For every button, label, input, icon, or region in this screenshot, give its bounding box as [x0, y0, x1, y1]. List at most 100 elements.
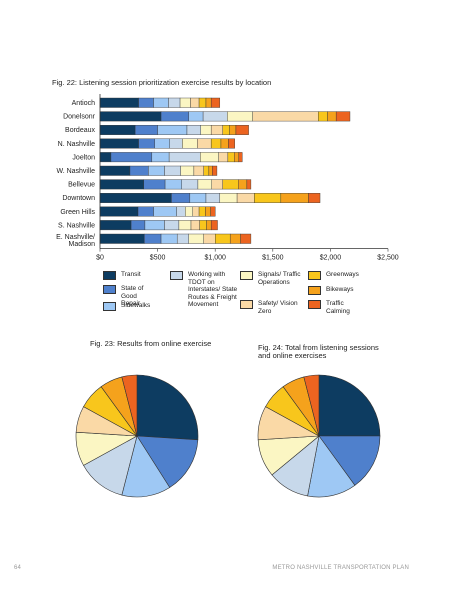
bar-segment	[188, 111, 204, 122]
pie-slice	[318, 374, 381, 437]
legend-label: Traffic Calming	[326, 300, 350, 315]
page-number: 64	[14, 565, 22, 571]
fig24-caption-line1: Fig. 24: Total from listening sessions	[258, 343, 379, 352]
category-label: Green Hills	[60, 209, 95, 216]
bar-segment	[318, 111, 328, 122]
bar-segment	[99, 97, 139, 108]
bar-segment	[236, 192, 255, 203]
bar-segment	[192, 206, 200, 217]
pie-slice	[136, 374, 199, 441]
bar-segment	[189, 192, 207, 203]
bar-segment	[254, 192, 282, 203]
bar-segment	[327, 111, 337, 122]
category-label: Donelsonr	[63, 114, 96, 121]
bar-segment	[227, 152, 235, 163]
bar-segment	[148, 165, 165, 176]
bar-segment	[168, 97, 181, 108]
x-tick-label: $2,500	[377, 255, 399, 262]
bar-segment	[182, 138, 198, 149]
bar-segment	[220, 138, 229, 149]
bar-segment	[176, 233, 189, 244]
bar-segment	[219, 192, 238, 203]
pie-slice	[303, 374, 320, 437]
bar-segment	[197, 138, 212, 149]
category-label: Joelton	[72, 154, 95, 161]
bar-segment	[99, 165, 131, 176]
bar-segment	[185, 206, 193, 217]
bar-segment	[335, 111, 351, 122]
category-label: W. Nashville	[56, 168, 95, 175]
bar-segment	[164, 179, 182, 190]
bar-segment	[280, 192, 309, 203]
legend-label: Working with TDOT on Interstates/ State …	[188, 271, 238, 308]
bar-segment	[200, 124, 212, 135]
bar-segment	[186, 124, 201, 135]
bar-segment	[138, 97, 154, 108]
bar-segment	[246, 179, 252, 190]
bar-segment	[137, 206, 154, 217]
legend-swatch	[240, 271, 253, 280]
legend-label: Safety/ Vision Zero	[258, 300, 298, 315]
bar-segment	[99, 138, 139, 149]
bar-segment	[153, 97, 169, 108]
bar-segment	[228, 138, 235, 149]
fig24-caption-line2: and online exercises	[258, 351, 327, 360]
bar-segment	[179, 97, 191, 108]
bar-segment	[164, 165, 181, 176]
x-tick-label: $2,000	[320, 255, 342, 262]
bar-segment	[151, 152, 170, 163]
legend-label: Transit	[121, 271, 141, 278]
x-tick-label: $500	[150, 255, 166, 262]
legend-label: Greenways	[326, 271, 359, 278]
bar-segment	[171, 192, 191, 203]
bar-segment	[210, 220, 218, 231]
bar-segment	[210, 124, 223, 135]
bar-segment	[200, 152, 219, 163]
legend-label: State of Good Repair	[121, 285, 144, 307]
bar-segment	[99, 111, 162, 122]
bar-segment	[110, 152, 153, 163]
bar-segment	[169, 138, 183, 149]
bar-segment	[99, 233, 145, 244]
bar-segment	[99, 206, 139, 217]
bar-segment	[164, 220, 180, 231]
bar-segment	[252, 111, 319, 122]
bar-segment	[190, 220, 200, 231]
x-tick-label: $1,500	[262, 255, 284, 262]
bar-segment	[235, 124, 249, 135]
bar-segment	[240, 233, 252, 244]
bar-segment	[203, 233, 216, 244]
bar-segment	[190, 97, 200, 108]
legend-swatch	[103, 271, 116, 280]
bar-segment	[154, 138, 170, 149]
bar-segment	[203, 165, 210, 176]
bar-segment	[227, 111, 253, 122]
category-label: Madison	[69, 241, 96, 248]
bar-segment	[144, 233, 162, 244]
bar-segment	[229, 233, 241, 244]
pie-chart-total	[257, 374, 381, 498]
legend-swatch	[240, 300, 253, 309]
legend-swatch	[308, 286, 321, 295]
bar-segment	[205, 97, 212, 108]
legend-swatch	[308, 300, 321, 309]
bar-segment	[129, 165, 149, 176]
bar-segment	[238, 179, 248, 190]
bar-segment	[210, 97, 221, 108]
category-label: E. Nashville/	[56, 234, 95, 241]
bar-segment	[143, 179, 166, 190]
bar-segment	[181, 179, 199, 190]
legend-label: Bikeways	[326, 286, 354, 293]
bar-segment	[222, 124, 230, 135]
bar-segment	[308, 192, 321, 203]
fig22-caption: Fig. 22: Listening session prioritizatio…	[52, 78, 272, 87]
bar-segment	[210, 138, 222, 149]
running-title: METRO NASHVILLE TRANSPORTATION PLAN	[272, 565, 409, 571]
category-label: Antioch	[72, 100, 95, 107]
bar-segment	[176, 206, 186, 217]
fig23-caption: Fig. 23: Results from online exercise	[90, 339, 212, 348]
x-tick-label: $1,000	[204, 255, 226, 262]
category-label: Downtown	[62, 195, 95, 202]
bar-segment	[198, 206, 206, 217]
bar-segment	[157, 124, 188, 135]
